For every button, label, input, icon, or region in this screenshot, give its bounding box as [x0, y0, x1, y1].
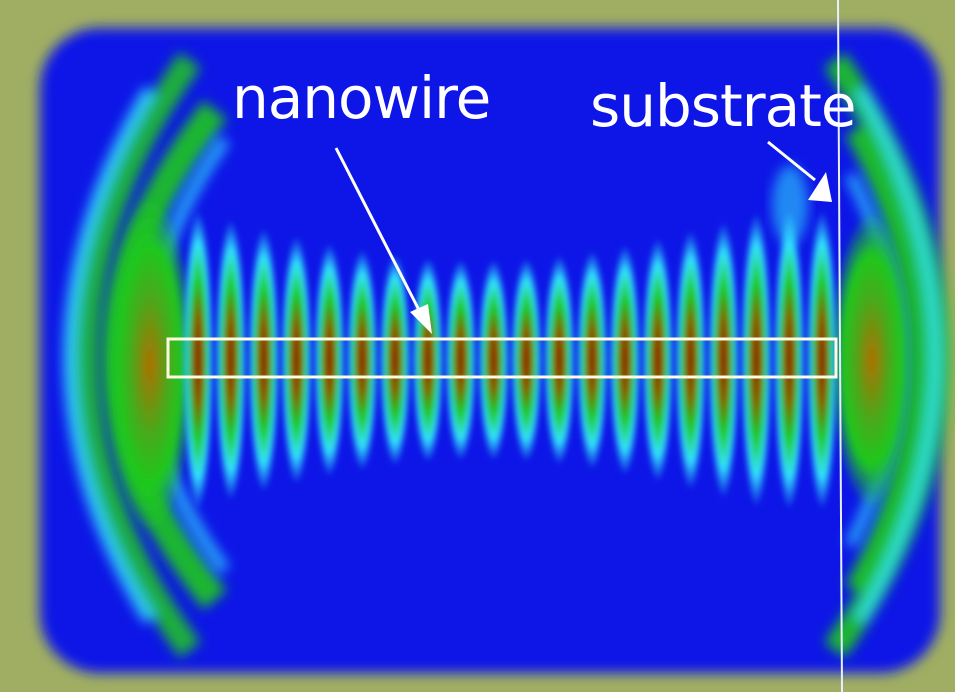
field-lobe	[544, 255, 575, 465]
field-lobe	[675, 229, 706, 491]
field-lobe	[642, 237, 673, 483]
field-lobe	[248, 227, 279, 493]
right-end-lobe	[830, 210, 914, 510]
substrate-boundary-line	[837, 0, 843, 692]
nanowire-arrow	[334, 147, 432, 334]
nanowire-outline	[166, 337, 838, 379]
field-lobe	[445, 259, 476, 461]
field-lobe	[182, 210, 214, 510]
field-lobe	[412, 257, 443, 463]
field-lobe	[609, 244, 641, 476]
nanowire-label: nanowire	[232, 64, 490, 132]
field-lobe	[708, 221, 739, 499]
left-end-lobe	[105, 195, 195, 535]
field-lobe	[806, 210, 838, 510]
field-lobe	[380, 253, 411, 467]
field-lobe	[511, 258, 542, 462]
substrate-label: substrate	[590, 72, 856, 140]
standing-wave-lobes	[182, 210, 838, 510]
field-lobe	[347, 249, 378, 471]
substrate-arrow	[767, 140, 832, 202]
scatter-blob	[772, 165, 808, 245]
field-lobe	[741, 212, 772, 508]
field-lobe	[478, 259, 509, 461]
field-lobe	[577, 250, 608, 470]
field-lobe	[215, 219, 246, 501]
field-lobe	[774, 210, 805, 510]
field-lobe	[281, 235, 312, 485]
field-lobe	[314, 242, 345, 478]
